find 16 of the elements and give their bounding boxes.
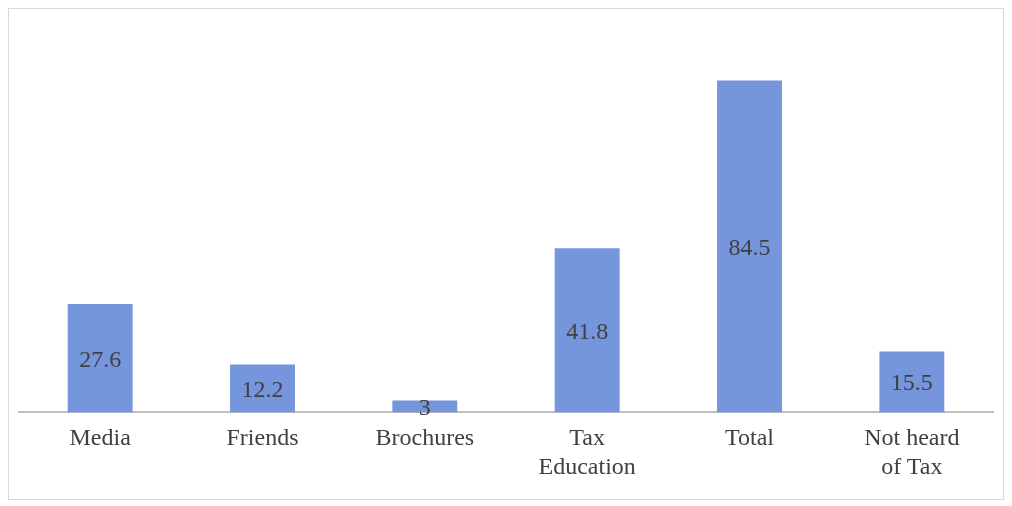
x-tick-label: Tax Education bbox=[538, 424, 636, 479]
data-label: 27.6 bbox=[79, 345, 122, 372]
bar bbox=[230, 364, 295, 413]
x-tick-label: Brochures bbox=[375, 424, 475, 451]
data-label: 15.5 bbox=[890, 369, 933, 396]
data-label: 41.8 bbox=[566, 317, 609, 344]
x-tick-label: Friends bbox=[226, 424, 299, 451]
x-tick-label: Not heard of Tax bbox=[864, 424, 960, 479]
bar bbox=[717, 80, 782, 413]
data-label: 84.5 bbox=[728, 233, 771, 260]
bar bbox=[67, 304, 133, 413]
x-tick-label: Total bbox=[725, 424, 775, 451]
x-tick-label: Media bbox=[69, 424, 132, 451]
bar bbox=[554, 248, 620, 413]
bar bbox=[879, 351, 945, 413]
data-label: 12.2 bbox=[241, 375, 284, 402]
